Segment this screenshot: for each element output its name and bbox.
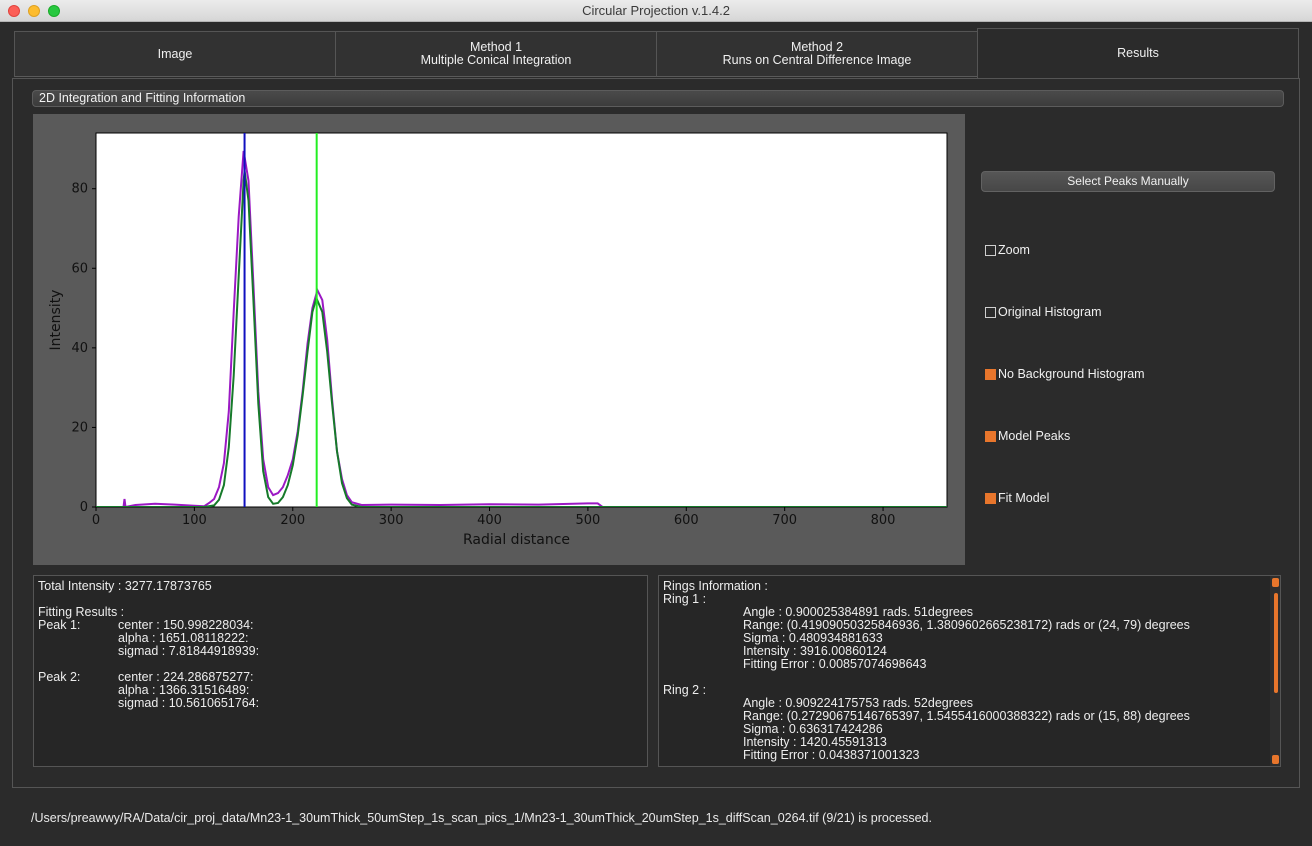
results-frame <box>12 78 1300 788</box>
model-peaks-checkbox-label: Model Peaks <box>998 429 1071 443</box>
tab-method-2-sublabel: Runs on Central Difference Image <box>722 53 912 67</box>
zoom-checkbox-label: Zoom <box>998 243 1030 257</box>
ring-2-range: Range: (0.27290675146765397, 1.545541600… <box>743 709 1190 723</box>
minimize-window-button[interactable] <box>28 5 40 17</box>
title-bar: Circular Projection v.1.4.2 <box>0 0 1312 22</box>
ring-1-label: Ring 1 : <box>663 592 707 606</box>
x-tick-label: 100 <box>182 513 207 528</box>
zoom-checkbox-box[interactable] <box>985 244 996 256</box>
y-tick-label: 40 <box>71 341 88 356</box>
no-background-histogram-checkbox-label: No Background Histogram <box>998 367 1145 381</box>
peak-1-sigmad: sigmad : 7.81844918939: <box>118 644 260 658</box>
model-peaks-checkbox-box[interactable] <box>985 430 996 442</box>
tab-method-1[interactable]: Method 1 Multiple Conical Integration <box>335 31 657 77</box>
x-tick-label: 500 <box>575 513 600 528</box>
ring-2-angle: Angle : 0.909224175753 rads. 52degrees <box>743 696 974 710</box>
original-histogram-checkbox-label: Original Histogram <box>998 305 1102 319</box>
peak-2-sigmad: sigmad : 10.5610651764: <box>118 696 260 710</box>
rings-information-header: Rings Information : <box>663 579 768 593</box>
peak-1-center: center : 150.998228034: <box>118 618 254 632</box>
rings-information-panel[interactable]: Rings Information : Ring 1 : Angle : 0.9… <box>658 575 1281 767</box>
ring-1-range: Range: (0.41909050325846936, 1.380960266… <box>743 618 1190 632</box>
tab-method-1-label: Method 1 <box>469 40 523 54</box>
ring-1-fitting-error: Fitting Error : 0.00857074698643 <box>743 657 927 671</box>
tab-method-2[interactable]: Method 2 Runs on Central Difference Imag… <box>656 31 978 77</box>
intensity-chart[interactable]: 0 100 200 300 400 500 600 700 800 0 20 40 60 80 Radial… <box>33 114 965 565</box>
total-intensity: Total Intensity : 3277.17873765 <box>38 579 212 593</box>
y-tick-label: 20 <box>71 420 88 435</box>
model-peaks-checkbox[interactable]: Model Peaks <box>985 428 1070 444</box>
tab-results-label: Results <box>1117 46 1159 60</box>
original-histogram-checkbox[interactable]: Original Histogram <box>985 304 1102 320</box>
scroll-down-arrow-icon[interactable] <box>1272 755 1279 764</box>
original-histogram-checkbox-box[interactable] <box>985 306 996 318</box>
scroll-up-arrow-icon[interactable] <box>1272 578 1279 587</box>
tab-results[interactable]: Results <box>977 28 1299 78</box>
select-peaks-manually-button[interactable]: Select Peaks Manually <box>981 171 1275 192</box>
x-tick-label: 200 <box>280 513 305 528</box>
peak-2-label: Peak 2: <box>38 670 81 684</box>
peak-2-alpha: alpha : 1366.31516489: <box>118 683 250 697</box>
tab-image[interactable]: Image <box>14 31 336 77</box>
zoom-window-button[interactable] <box>48 5 60 17</box>
rings-scrollbar[interactable] <box>1270 576 1280 766</box>
fit-model-checkbox-label: Fit Model <box>998 491 1050 505</box>
ring-2-intensity: Intensity : 1420.45591313 <box>743 735 887 749</box>
x-tick-label: 600 <box>674 513 699 528</box>
series-line-1 <box>96 150 947 507</box>
close-window-button[interactable] <box>8 5 20 17</box>
rings-scroll-thumb[interactable] <box>1274 593 1278 693</box>
group-title: 2D Integration and Fitting Information <box>32 90 1284 107</box>
x-axis-label: Radial distance <box>463 532 570 548</box>
no-background-histogram-checkbox-box[interactable] <box>985 368 996 380</box>
zoom-checkbox[interactable]: Zoom <box>985 242 1030 258</box>
plot-panel: 0 100 200 300 400 500 600 700 800 0 20 40 60 80 Radial… <box>33 114 965 565</box>
ring-1-intensity: Intensity : 3916.00860124 <box>743 644 887 658</box>
fitting-results-header: Fitting Results : <box>38 605 125 619</box>
ring-1-sigma: Sigma : 0.480934881633 <box>743 631 883 645</box>
fit-model-checkbox-box[interactable] <box>985 492 996 504</box>
y-axis-label: Intensity <box>48 290 64 351</box>
y-tick-label: 0 <box>80 500 88 515</box>
x-tick-label: 800 <box>871 513 896 528</box>
y-tick-label: 80 <box>71 182 88 197</box>
no-background-histogram-checkbox[interactable]: No Background Histogram <box>985 366 1145 382</box>
fit-model-checkbox[interactable]: Fit Model <box>985 490 1049 506</box>
x-tick-label: 400 <box>477 513 502 528</box>
tab-method-1-sublabel: Multiple Conical Integration <box>420 53 572 67</box>
tab-image-label: Image <box>157 46 193 61</box>
series-line-2 <box>96 170 947 507</box>
ring-2-fitting-error: Fitting Error : 0.0438371001323 <box>743 748 920 762</box>
ring-2-label: Ring 2 : <box>663 683 707 697</box>
peak-1-label: Peak 1: <box>38 618 81 632</box>
fitting-results-panel[interactable]: Total Intensity : 3277.17873765 Fitting … <box>33 575 648 767</box>
x-tick-label: 0 <box>92 513 100 528</box>
peak-2-center: center : 224.286875277: <box>118 670 254 684</box>
y-tick-label: 60 <box>71 261 88 276</box>
status-message: /Users/preawwy/RA/Data/cir_proj_data/Mn2… <box>31 811 932 825</box>
ring-2-sigma: Sigma : 0.636317424286 <box>743 722 883 736</box>
x-tick-label: 300 <box>379 513 404 528</box>
peak-1-alpha: alpha : 1651.08118222: <box>118 631 249 645</box>
ring-1-angle: Angle : 0.900025384891 rads. 51degrees <box>743 605 974 619</box>
x-tick-label: 700 <box>772 513 797 528</box>
tab-bar: Image Method 1 Multiple Conical Integrat… <box>14 28 1299 78</box>
window-title: Circular Projection v.1.4.2 <box>582 3 730 18</box>
plot-area <box>95 132 948 508</box>
tab-method-2-label: Method 2 <box>790 40 844 54</box>
